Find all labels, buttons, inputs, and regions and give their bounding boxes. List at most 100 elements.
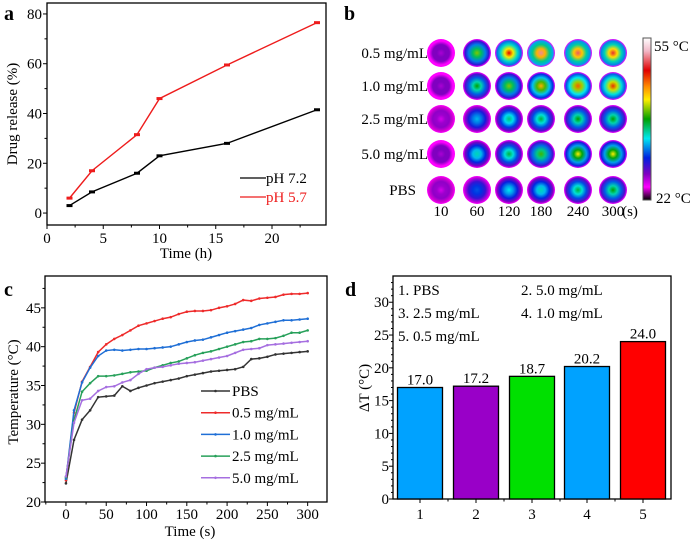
data-point	[314, 108, 320, 112]
panel-a-ylabel: Drug release (%)	[5, 63, 21, 165]
x-tick-label: 50	[99, 507, 114, 523]
data-point	[64, 475, 68, 478]
data-point	[306, 291, 309, 295]
data-point	[137, 372, 140, 376]
annotation-item-3: 3. 2.5 mg/mL	[398, 306, 480, 322]
data-point	[185, 361, 189, 365]
legend-label-ph72: pH 7.2	[266, 171, 307, 187]
thermal-image	[599, 140, 627, 168]
y-tick-label: 45	[26, 301, 41, 317]
data-point	[177, 362, 181, 366]
annotation-item-2: 2. 5.0 mg/mL	[521, 283, 603, 299]
x-tick-label: 300	[296, 507, 319, 523]
data-point	[274, 353, 277, 356]
data-point	[241, 298, 245, 302]
data-point	[201, 338, 205, 341]
data-point	[129, 389, 132, 393]
data-point	[89, 169, 95, 173]
data-point	[64, 482, 68, 485]
thermal-image	[599, 39, 627, 67]
y-tick-label: 35	[26, 379, 41, 395]
x-tick-label: 0	[62, 507, 70, 523]
data-point	[282, 334, 285, 338]
data-point	[88, 366, 92, 369]
data-point	[137, 370, 140, 373]
panel-d-ylabel: ΔT (°C)	[357, 364, 373, 412]
data-point	[161, 365, 164, 369]
data-point	[156, 154, 163, 158]
y-tick-label: 25	[26, 456, 41, 472]
y-tick-label: 40	[26, 340, 41, 356]
data-point	[185, 357, 189, 360]
thermal-image	[495, 105, 523, 133]
data-point	[282, 318, 285, 322]
thermal-image	[564, 39, 592, 67]
data-point	[112, 394, 116, 397]
data-point	[129, 371, 132, 374]
thermal-image	[427, 39, 455, 67]
data-point	[217, 356, 221, 359]
legend-marker	[214, 433, 217, 436]
data-point	[121, 381, 124, 384]
x-tick-label: 5	[639, 507, 647, 523]
data-point	[290, 331, 293, 334]
bar-value-label: 17.2	[463, 371, 489, 387]
col-label: 60	[470, 204, 485, 220]
thermal-image	[495, 39, 523, 67]
data-point	[241, 348, 245, 352]
data-point	[266, 296, 269, 300]
data-point	[241, 340, 245, 344]
x-tick-label: 100	[135, 507, 158, 523]
x-tick-label: 10	[152, 231, 167, 247]
data-point	[80, 418, 84, 421]
data-point	[249, 326, 253, 330]
data-point	[249, 299, 253, 303]
panel-a-legend: pH 7.2 pH 5.7	[240, 171, 307, 206]
colorbar-max-label: 55 °C	[654, 39, 689, 55]
col-label: 300	[602, 204, 625, 220]
data-point	[201, 309, 205, 313]
data-point	[88, 381, 92, 385]
data-point	[201, 359, 205, 362]
data-point	[153, 381, 156, 385]
bar-3	[508, 375, 556, 500]
data-point	[104, 349, 108, 352]
thermal-image	[527, 105, 555, 133]
data-point	[185, 340, 189, 344]
row-label: 1.0 mg/mL	[361, 79, 428, 95]
x-tick-label: 1	[416, 507, 424, 523]
thermal-image	[599, 176, 627, 204]
thermal-image	[495, 72, 523, 100]
data-point	[169, 345, 172, 348]
x-tick-label: 4	[583, 507, 591, 523]
data-point	[121, 349, 124, 352]
y-tick-label: 15	[374, 394, 389, 410]
data-point	[145, 384, 148, 387]
data-point	[88, 397, 92, 401]
data-point	[258, 337, 261, 341]
bar-value-label: 20.2	[574, 352, 600, 368]
thermal-image	[463, 176, 491, 204]
panel-label-c: c	[4, 279, 13, 301]
y-tick-label: 20	[27, 156, 42, 172]
x-tick-label: 200	[216, 507, 239, 523]
bar-2	[452, 385, 500, 500]
data-point	[290, 318, 293, 322]
data-point	[66, 204, 73, 208]
y-tick-label: 30	[374, 295, 389, 311]
data-point	[153, 319, 156, 323]
bar-1	[396, 386, 444, 500]
data-point	[80, 398, 84, 402]
y-tick-label: 5	[382, 459, 390, 475]
y-tick-label: 60	[27, 57, 42, 73]
thermal-image	[427, 105, 455, 133]
data-point	[193, 339, 197, 342]
panel-c-ylabel: Temperature (°C)	[6, 339, 22, 444]
thermal-image	[527, 140, 555, 168]
data-point	[137, 347, 140, 351]
data-point	[169, 378, 172, 382]
data-point	[201, 351, 205, 355]
x-tick-label: 5	[100, 231, 108, 247]
data-point	[121, 372, 124, 376]
data-point	[233, 351, 237, 355]
